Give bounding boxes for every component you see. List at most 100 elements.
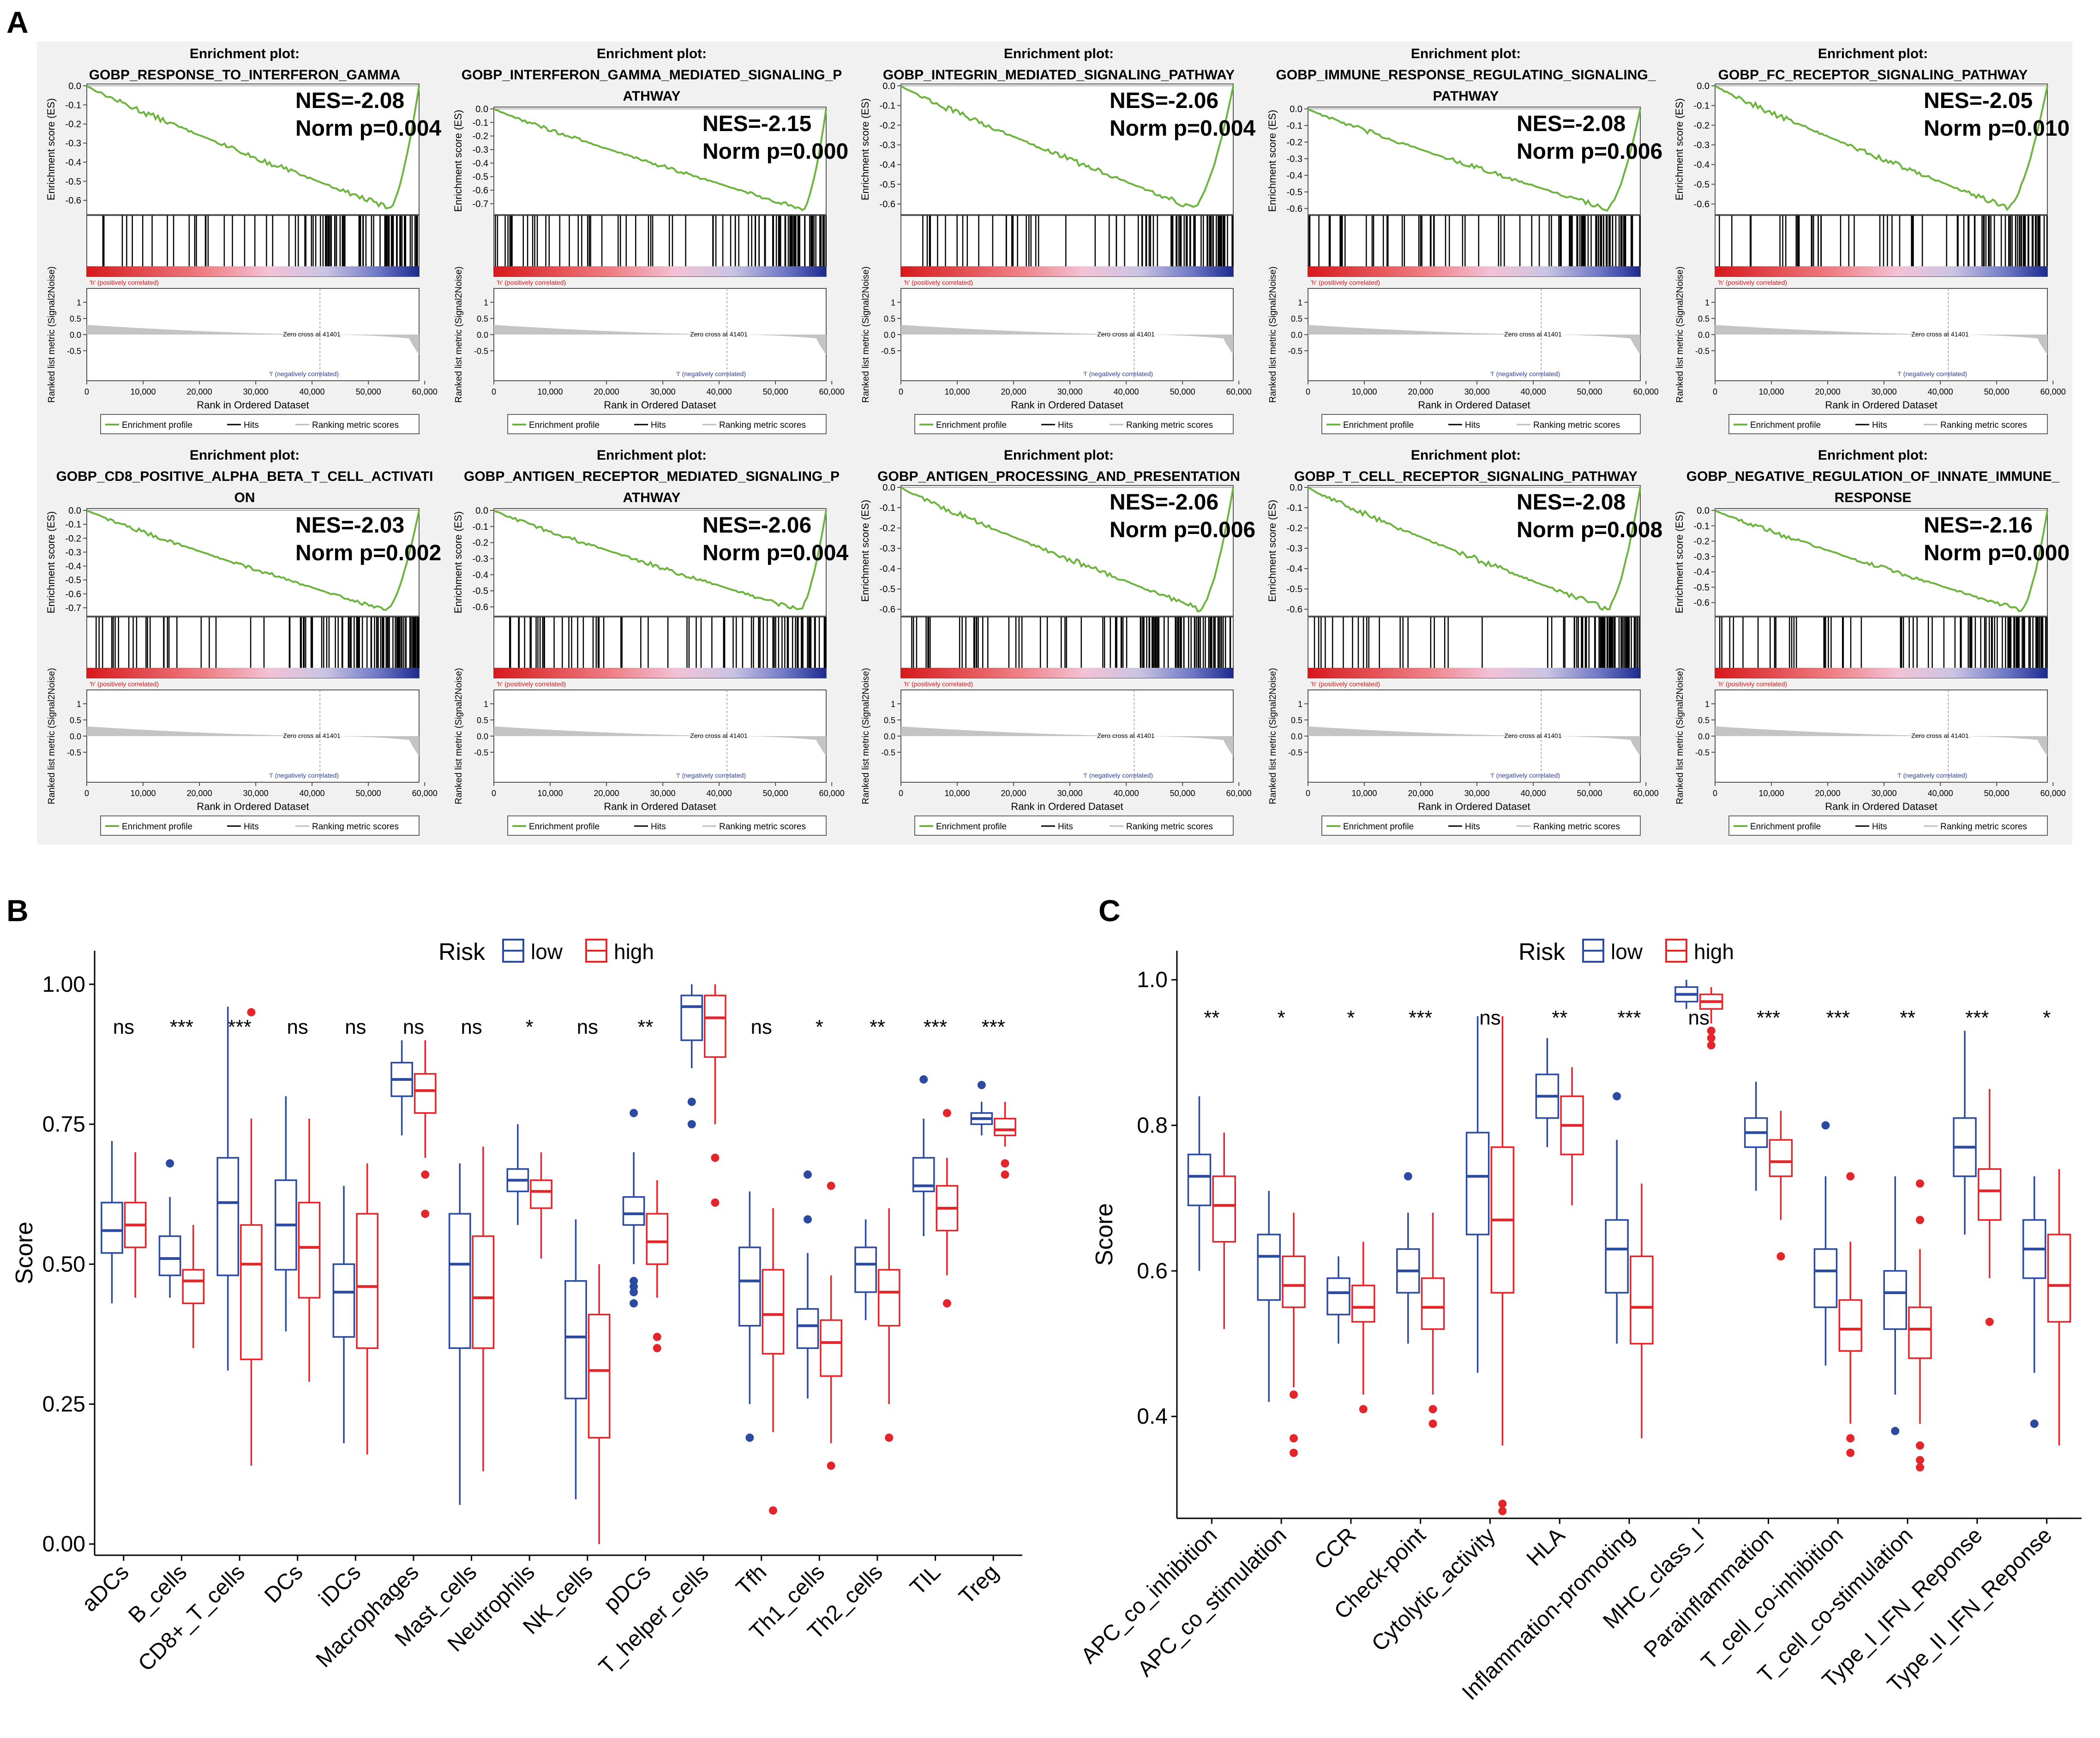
metric-tick-label: 1 [484,700,488,709]
y-tick-label: 0.50 [42,1252,85,1277]
es-tick-label: -0.3 [1694,552,1710,562]
es-tick-label: -0.5 [473,172,488,182]
box-high [1838,1299,1862,1352]
outlier-high [711,1198,720,1207]
x-tick-label: iDCs [314,1560,366,1611]
gsea-legend [1728,414,2048,434]
metric-tick-label: 1 [1298,298,1302,307]
outlier-high [1707,1041,1716,1049]
gsea-title-prefix: Enrichment plot: [190,46,300,61]
y-tick-label: 0.75 [42,1112,85,1137]
es-tick-label: -0.5 [473,586,488,596]
metric-tick-label: 0.5 [477,314,488,324]
gsea-plot: Enrichment plot: GOBP_INTERFERON_GAMMA_ME… [444,42,851,443]
enrichment-profile [900,486,1234,612]
es-tick-label: -0.4 [1694,567,1710,577]
x-axis-label: Rank in Ordered Dataset [1011,399,1123,411]
es-tick-label: -0.1 [66,520,81,530]
gsea-title: PATHWAY [1433,89,1499,104]
hits-lines [495,216,827,266]
es-frame [1715,508,2048,617]
hits-lines [96,617,420,668]
norm-p-value: Norm p=0.006 [1517,139,1662,164]
gsea-title: GOBP_INTEGRIN_MEDIATED_SIGNALING_PATHWAY [883,67,1235,83]
es-tick-label: -0.5 [1287,584,1302,594]
x-tick-label: 30,000 [1057,387,1083,396]
es-tick-label: -0.1 [473,522,488,532]
box-high [1212,1175,1236,1243]
x-tick-label: 30,000 [243,789,269,798]
gsea-legend [100,815,420,836]
es-tick-label: -0.4 [1694,160,1710,170]
y-tick-label: 0.6 [1137,1259,1168,1283]
gsea-legend [507,414,827,434]
box-low [622,1196,645,1226]
es-tick-label: -0.3 [1287,154,1302,164]
metric-tick-label: 1 [484,298,488,307]
box-low [1326,1277,1350,1316]
gsea-svg: Enrichment plot: GOBP_NEGATIVE_REGULATION… [1674,448,2070,836]
legend-profile-label: Enrichment profile [1750,420,1821,430]
rank-color-bar [87,266,419,276]
neg-correlated-label: 'l' (negatively correlated) [269,772,339,779]
gsea-legend [100,414,420,434]
es-tick-label: -0.1 [880,101,895,111]
neg-correlated-label: 'l' (negatively correlated) [676,370,746,378]
es-tick-label: -0.6 [1287,605,1302,615]
metric-tick-label: 0.5 [1291,716,1302,725]
legend-metric-label: Ranking metric scores [1533,822,1620,832]
es-tick-label: -0.3 [880,544,895,554]
x-tick-label: 0 [84,387,89,396]
norm-p-value: Norm p=0.004 [1110,116,1255,141]
neg-correlated-label: 'l' (negatively correlated) [1490,772,1560,779]
x-tick-label: 20,000 [1001,789,1026,798]
gsea-legend [914,815,1234,836]
es-tick-label: -0.5 [1287,187,1302,198]
es-tick-label: -0.7 [66,603,81,613]
zero-cross-label: Zero cross at 41401 [1911,732,1969,739]
es-axis-label: Enrichment score (ES) [1266,110,1278,212]
rank-color-bar [1715,266,2047,276]
es-tick-label: 0.0 [1290,483,1302,493]
x-tick-label: Parainflammation [1639,1523,1779,1662]
gsea-title-prefix: Enrichment plot: [1004,46,1114,61]
pos-correlated-label: 'h' (positively correlated) [1311,279,1380,286]
x-tick-label: 10,000 [1759,789,1784,798]
metric-tick-label: 0.0 [477,330,488,340]
es-tick-label: 0.0 [475,104,488,114]
es-tick-label: -0.5 [880,584,895,594]
es-tick-label: 0.0 [68,81,81,91]
legend-metric-label: Ranking metric scores [312,420,399,430]
outlier-high [1359,1405,1368,1414]
es-axis-label: Enrichment score (ES) [45,511,57,613]
x-tick-label: 0 [1713,789,1717,798]
enrichment-profile [900,85,1234,208]
legend-low-label: low [1611,940,1643,964]
metric-tick-label: 0.0 [1291,330,1302,340]
gsea-plot: Enrichment plot: GOBP_IMMUNE_RESPONSE_REG… [1258,42,1665,443]
x-tick-label: 10,000 [945,789,970,798]
y-axis-label: Score [1091,1203,1118,1266]
x-axis-label: Rank in Ordered Dataset [1825,399,1937,411]
es-tick-label: -0.4 [66,157,81,168]
es-axis-label: Enrichment score (ES) [452,110,464,212]
es-tick-label: -0.1 [1287,121,1302,131]
outlier-low [745,1433,754,1442]
metric-tick-label: 0.5 [1698,716,1710,725]
rank-color-bar [901,266,1233,276]
es-tick-label: -0.3 [473,145,488,155]
x-tick-label: 20,000 [187,789,212,798]
x-tick-label: 50,000 [763,387,788,396]
gsea-svg: Enrichment plot: GOBP_FC_RECEPTOR_SIGNALI… [1674,46,2070,434]
outlier-low [166,1159,174,1168]
rank-color-bar [1308,266,1640,276]
metric-axis-label: Ranked list metric (Signal2Noise) [454,668,464,804]
legend-profile-label: Enrichment profile [936,420,1007,430]
gsea-svg: Enrichment plot: GOBP_RESPONSE_TO_INTERFE… [45,46,441,434]
legend-metric-label: Ranking metric scores [1126,420,1213,430]
enrichment-profile [1714,85,2048,211]
hits-lines [1308,216,1641,266]
hits-lines [102,216,418,266]
enrichment-profile [86,509,420,611]
hits-lines [922,216,1234,266]
